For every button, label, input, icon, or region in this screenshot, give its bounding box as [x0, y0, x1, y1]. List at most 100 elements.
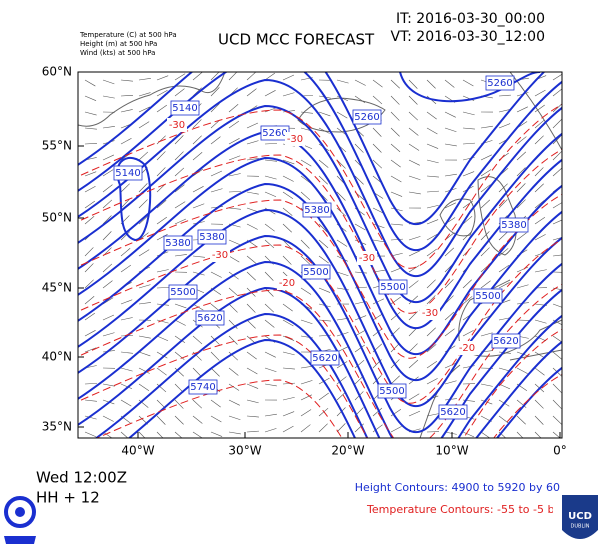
- wind-barb: [84, 279, 94, 289]
- wind-barb: [264, 159, 277, 162]
- wind-barb: [210, 431, 223, 437]
- wind-barb: [246, 399, 259, 404]
- wind-barb: [444, 247, 455, 257]
- wind-barb: [192, 399, 203, 409]
- wind-barb: [138, 215, 149, 225]
- wind-barb: [138, 183, 148, 193]
- wind-barb: [102, 415, 114, 422]
- wind-barb: [318, 423, 328, 433]
- height-contour: [78, 208, 562, 407]
- wind-barb: [120, 399, 132, 407]
- lat-label: 60°N: [42, 65, 72, 79]
- wind-barb: [408, 175, 421, 181]
- wind-barb: [498, 94, 511, 97]
- wind-barb: [480, 199, 491, 209]
- lat-label: 45°N: [42, 281, 72, 295]
- wind-barb: [426, 413, 439, 417]
- wind-barb: [372, 207, 384, 214]
- wind-barb: [390, 79, 400, 89]
- wind-barb: [228, 72, 238, 81]
- label-box: [168, 284, 198, 300]
- wind-barb: [102, 126, 115, 129]
- height-label: 5260: [354, 112, 379, 123]
- wind-barb: [318, 223, 328, 233]
- wind-barb: [282, 92, 295, 97]
- wind-barb: [462, 111, 475, 116]
- wind-barb: [498, 264, 510, 273]
- wind-barb: [552, 351, 562, 360]
- wind-barb: [120, 299, 133, 305]
- height-label: 5140: [172, 103, 197, 114]
- wind-barb: [552, 151, 562, 161]
- wind-barb: [174, 201, 186, 209]
- footer: Wed 12:00Z HH + 12 Height Contours: 4900…: [4, 469, 600, 550]
- wind-barb: [426, 279, 436, 289]
- height-label: 5620: [312, 353, 337, 364]
- wind-barb: [138, 335, 151, 339]
- wind-barb: [534, 119, 545, 129]
- label-box: [438, 404, 468, 420]
- wind-barb: [264, 287, 274, 297]
- wind-barb: [318, 334, 331, 337]
- wind-barb: [246, 383, 259, 389]
- wind-barb: [408, 236, 421, 241]
- wind-barb: [120, 183, 130, 193]
- valid-time: VT: 2016-03-30_12:00: [391, 29, 545, 45]
- wind-barb: [210, 399, 221, 408]
- temperature-label: -30: [359, 253, 375, 264]
- wind-barb: [318, 127, 330, 134]
- wind-barb: [462, 142, 475, 145]
- label-box: [352, 109, 382, 125]
- lon-label: 30°W: [228, 444, 261, 458]
- wind-barb: [282, 207, 293, 216]
- wind-barb: [552, 135, 562, 145]
- wind-barb: [120, 231, 130, 241]
- wind-barb: [192, 367, 202, 377]
- day-label: Wed 12:00Z: [36, 469, 127, 487]
- wind-barb: [246, 430, 259, 433]
- wind-barb: [516, 266, 529, 273]
- wind-barb: [174, 351, 185, 360]
- wind-barb: [264, 143, 277, 145]
- wind-barb: [192, 431, 203, 438]
- wind-barb: [498, 231, 508, 241]
- wind-barb: [426, 111, 437, 120]
- wind-barb: [408, 265, 420, 273]
- wind-barb: [390, 223, 403, 226]
- wind-barb: [336, 376, 347, 385]
- wind-barb: [300, 239, 310, 249]
- wind-barb: [462, 330, 474, 337]
- wind-barb: [336, 95, 349, 102]
- wind-barb: [300, 111, 313, 114]
- wind-barb: [426, 127, 438, 135]
- wind-barb: [372, 407, 383, 417]
- wind-barb: [156, 335, 169, 342]
- wind-barb: [174, 254, 187, 257]
- height-contour: [94, 312, 562, 438]
- height-contour: [399, 72, 541, 103]
- wind-barb: [282, 159, 295, 165]
- wind-barb: [300, 409, 312, 417]
- map-area: 5140 5140 5260 5260 5260 5380 5380 5380 5380 5500…: [78, 72, 562, 438]
- wind-barb: [228, 287, 239, 297]
- wind-barb: [228, 138, 240, 145]
- wind-barb: [102, 314, 115, 321]
- wind-barb: [264, 107, 277, 113]
- wind-barb: [264, 428, 277, 433]
- label-box: [377, 383, 407, 399]
- wind-barb: [516, 183, 526, 193]
- wind-barb: [534, 335, 547, 342]
- wind-barb: [300, 159, 312, 167]
- label-box: [378, 279, 408, 295]
- wind-barb: [264, 351, 276, 358]
- wind-barb: [84, 263, 94, 273]
- wind-barb: [156, 367, 167, 376]
- logo-text: UCD: [568, 511, 592, 522]
- wind-barb: [354, 175, 364, 185]
- wind-barb: [84, 171, 97, 177]
- lat-label: 40°N: [42, 350, 72, 364]
- wind-barb: [372, 127, 382, 137]
- wind-barb: [534, 216, 546, 225]
- initial-time: IT: 2016-03-30_00:00: [396, 11, 545, 27]
- wind-barb: [336, 423, 346, 433]
